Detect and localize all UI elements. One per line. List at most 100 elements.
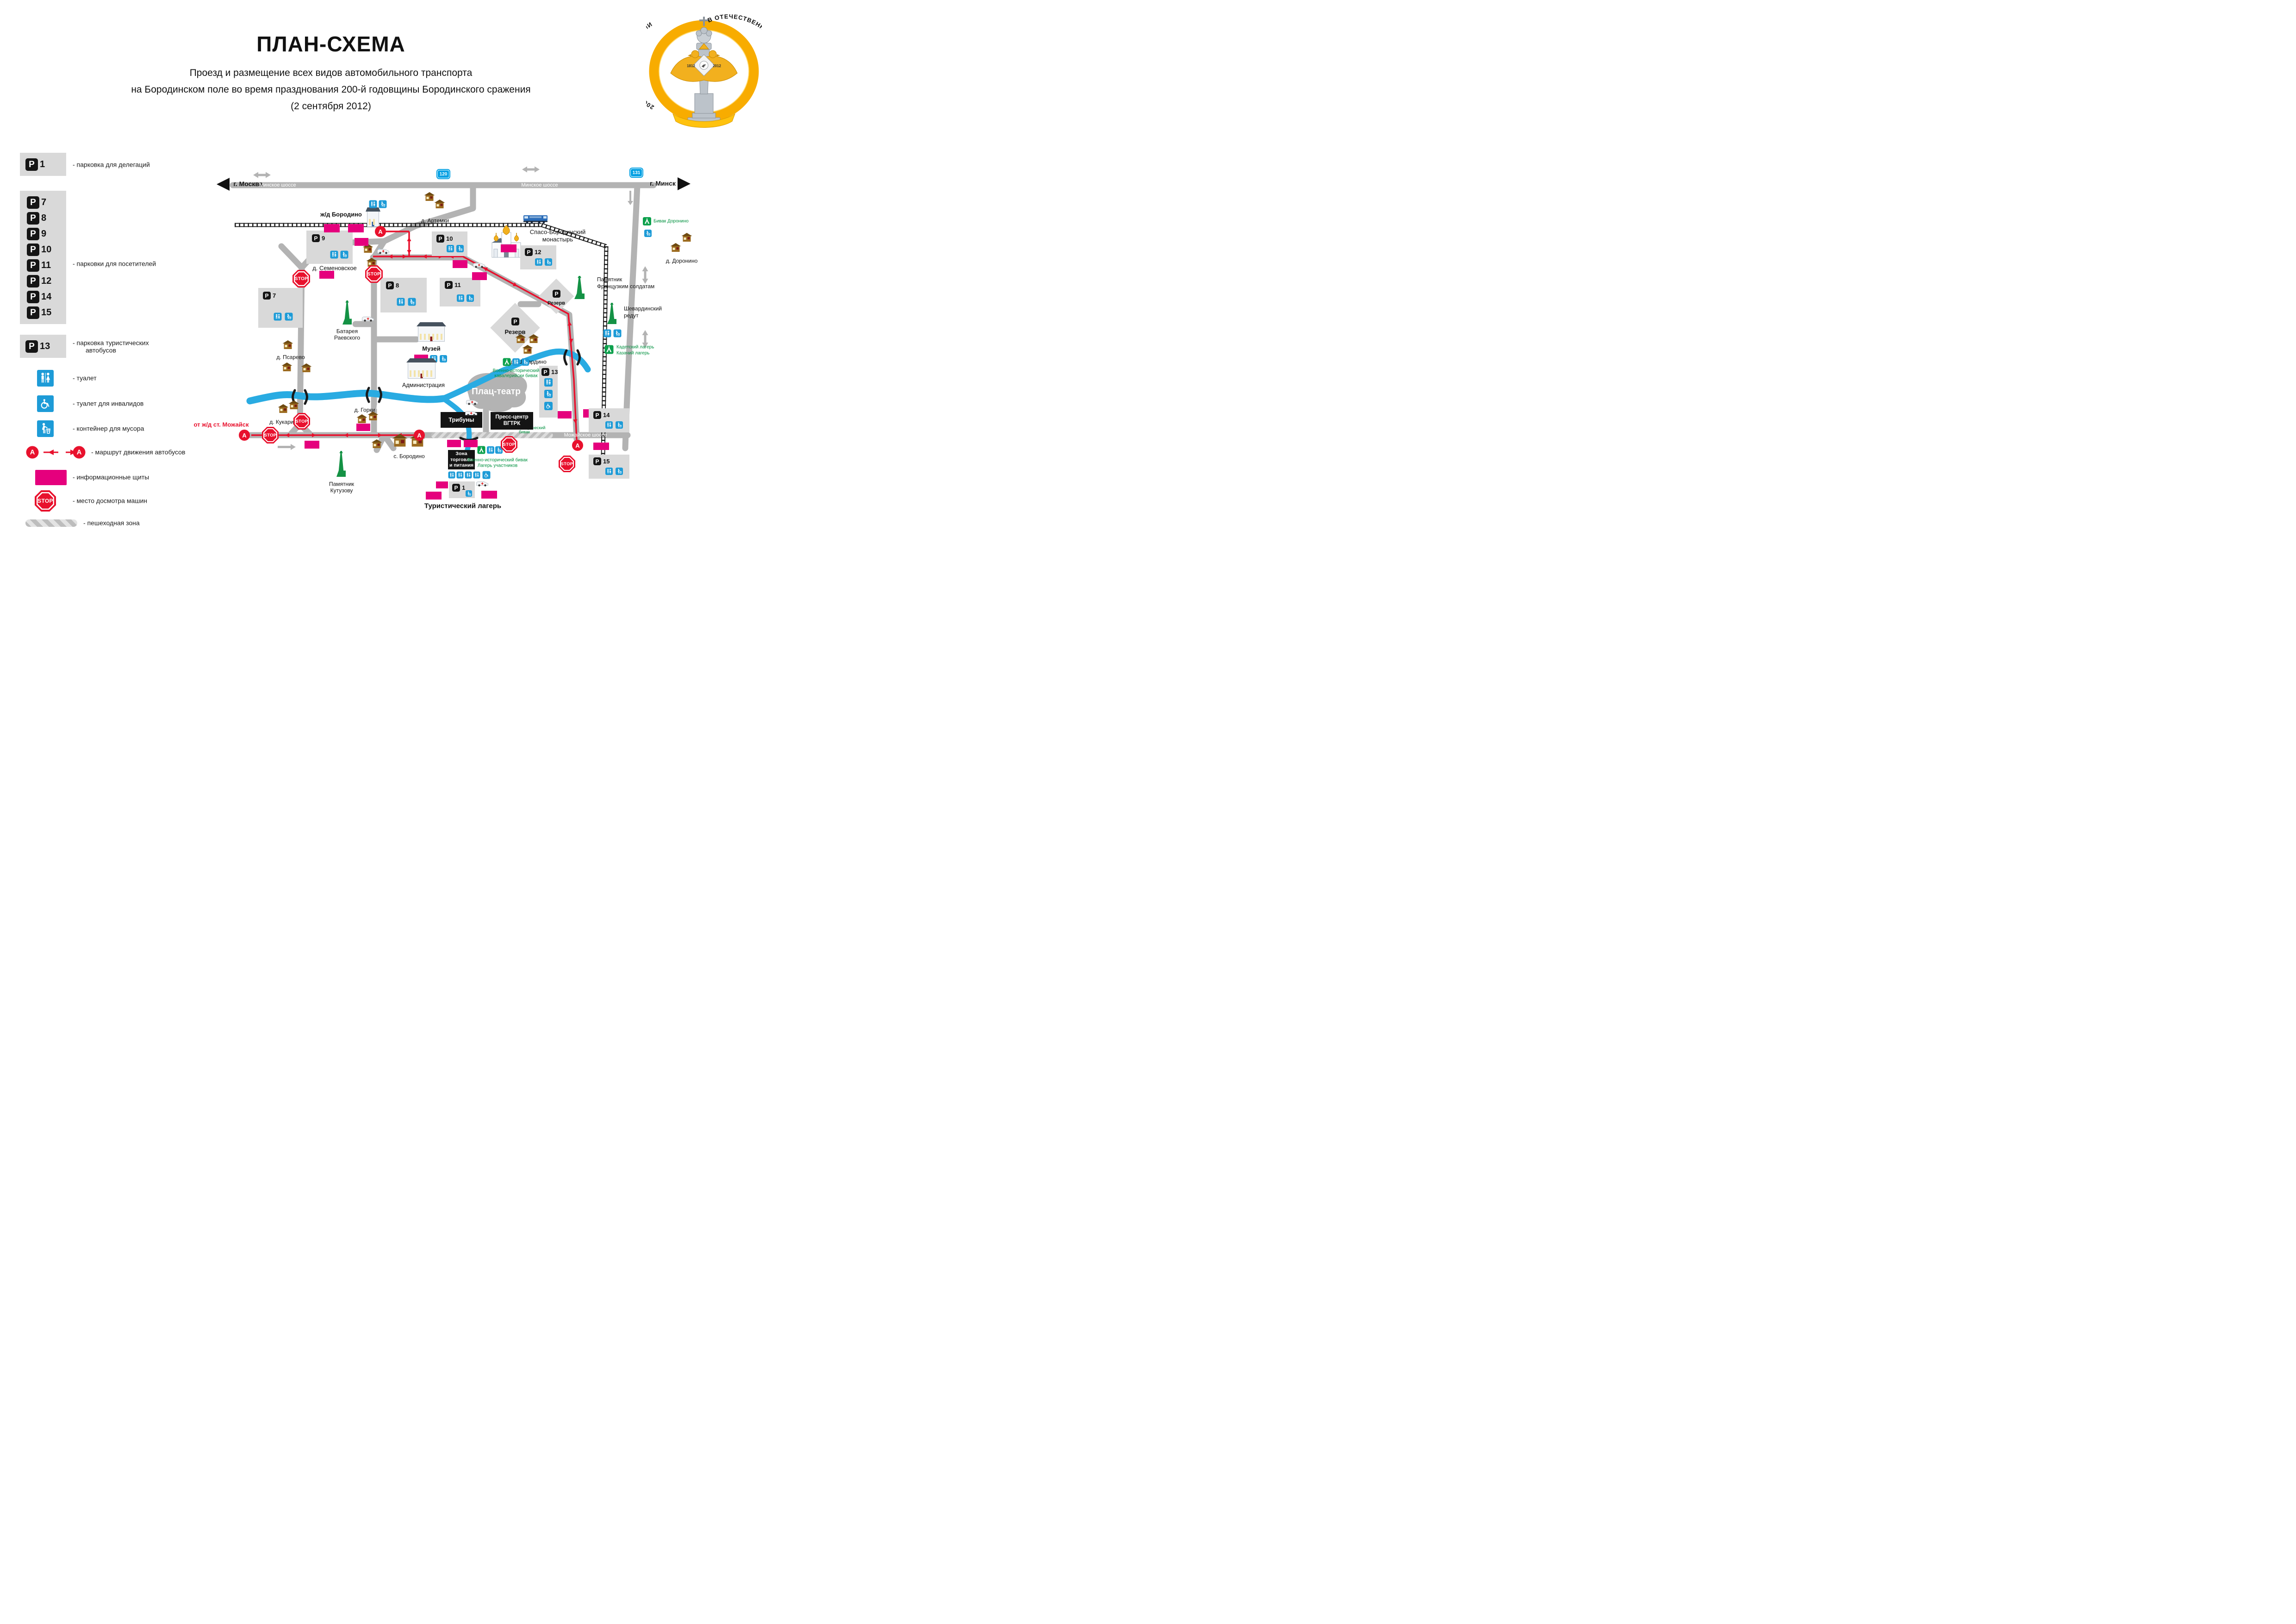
house-icon <box>290 404 298 409</box>
disabled-toilet-icon <box>544 402 553 410</box>
parking-icon: P <box>25 158 38 171</box>
house-icon <box>373 443 381 448</box>
kutuzov-label2: Кутузову <box>330 487 353 494</box>
kutuzov-label1: Памятник <box>329 481 355 487</box>
road-sign-120: 120 <box>436 169 450 179</box>
toilet-icon <box>37 370 54 387</box>
info-board <box>319 271 334 279</box>
shevardinsky-label1: Шевардинский <box>624 305 662 312</box>
reserve-label: Резерв <box>504 328 526 336</box>
info-board-icon <box>35 470 67 485</box>
ambulance-icon <box>476 481 488 487</box>
station-building <box>367 211 379 227</box>
ambulance-icon <box>473 263 485 268</box>
administration-building <box>408 362 436 379</box>
trash-icon <box>613 329 622 337</box>
info-board <box>348 224 364 232</box>
trash-icon <box>456 245 464 252</box>
house-icon <box>358 418 366 423</box>
map-p-reserve1: P <box>553 290 560 298</box>
press-center-box: Пресс-центр ВГТРК <box>491 412 533 430</box>
subtitle-line3: (2 сентября 2012) <box>291 101 371 112</box>
house-icon <box>683 236 691 242</box>
anniversary-emblem: 1812 2012 200-ЛЕТИЕ ПОБЕДЫ РОССИИ В ОТЕЧ… <box>646 13 762 128</box>
ambulance-icon <box>377 248 389 254</box>
house-icon <box>284 344 292 349</box>
house-icon <box>283 366 291 371</box>
monastery-label2: монастырь <box>542 236 573 243</box>
road-label-mozhayskoe: Можайское шоссе <box>564 432 607 438</box>
subtitle-line2: на Бородинском поле во время праздновани… <box>131 84 531 95</box>
toilet-icon <box>544 378 553 387</box>
inspection-stop: STOP <box>559 456 575 472</box>
toilet-icon <box>456 471 464 479</box>
map-p12: P 12 <box>525 248 541 256</box>
road-label-minskoe: Минское шоссе <box>521 182 558 188</box>
museum-label: Музей <box>422 345 441 352</box>
map-p11: P 11 <box>445 281 461 289</box>
map-p-reserve2: P <box>511 318 519 325</box>
museum-building <box>418 326 445 342</box>
eagle-icon: 1812 2012 <box>670 43 738 82</box>
trash-icon <box>285 312 293 321</box>
plan-schema-page: { "header":{ "title":"ПЛАН-СХЕМА", "line… <box>0 0 765 541</box>
legend-disabled-label: - туалет для инвалидов <box>73 400 144 407</box>
house-icon <box>394 438 406 447</box>
raevsky-label1: Батарея <box>336 328 358 335</box>
french-label2: Французким солдатам <box>597 283 655 290</box>
village-artemki: д. Артемки <box>421 217 449 224</box>
village-semenovskoe: д. Семеновское <box>312 264 357 272</box>
inspection-stop: STOP <box>293 413 310 430</box>
trade-zone-box: Зона торговли и питания <box>448 450 475 469</box>
info-board <box>453 260 467 268</box>
participants-camp-label1: Военно-исторический бивак <box>467 457 528 463</box>
bus-stop-a: А <box>572 440 583 451</box>
toilet-icon <box>603 329 611 337</box>
emblem-year-right: 2012 <box>713 64 721 68</box>
info-board <box>472 272 487 280</box>
trash-icon <box>340 250 348 259</box>
village-borodino: с. Бородино <box>393 453 425 460</box>
trash-icon <box>408 298 416 306</box>
trash-icon <box>467 294 474 302</box>
stop-sign-icon: STOP <box>35 490 56 512</box>
station-label: ж/д Бородино <box>320 211 362 218</box>
road-label-minskoe: Минское шоссе <box>259 182 296 188</box>
village-doronino: д. Доронино <box>666 257 698 264</box>
from-mozhaysk-label: от ж/д ст. Можайск <box>193 421 249 428</box>
pedestrian-zone-icon <box>25 519 77 527</box>
legend-p10: P 10 <box>27 244 51 256</box>
cavalry-bivouac-label1: Военно-исторический <box>492 368 540 374</box>
legend-pedestrian-label: - пешеходная зона <box>83 519 140 527</box>
legend-p1: P 1 <box>25 158 45 171</box>
legend-p13: P 13 <box>25 340 50 353</box>
moscow-arrow-icon <box>217 178 230 191</box>
house-icon <box>523 348 532 354</box>
legend-route-label: - маршрут движения автобусов <box>91 448 186 456</box>
monastery-label1: Спасо-Бородинский <box>529 228 586 236</box>
village-psarevo: д. Псарево <box>276 354 305 361</box>
toilet-icon <box>605 421 613 429</box>
inspection-stop: STOP <box>365 265 383 283</box>
route-a-marker: А <box>26 446 39 459</box>
house-icon <box>369 415 377 420</box>
ambulance-icon <box>466 400 478 405</box>
legend-p13-label1: - парковка туристических <box>73 339 149 347</box>
tourist-camp-label: Туристический лагерь <box>424 502 502 510</box>
kazach-camp-label: Казачий лагерь <box>616 350 650 356</box>
road-sign-131: 131 <box>629 168 643 178</box>
legend-trash-label: - контейнер для мусора <box>73 425 144 432</box>
camp-icon <box>643 217 651 225</box>
toilet-icon <box>274 312 282 321</box>
bus-stop-a: А <box>375 226 386 237</box>
info-board <box>324 224 340 232</box>
subtitle-line1: Проезд и размещение всех видов автомобил… <box>189 68 473 78</box>
disabled-toilet-icon <box>37 395 54 412</box>
reserve-parking-2 <box>490 303 540 353</box>
info-board <box>356 424 370 431</box>
trash-icon <box>616 468 623 475</box>
